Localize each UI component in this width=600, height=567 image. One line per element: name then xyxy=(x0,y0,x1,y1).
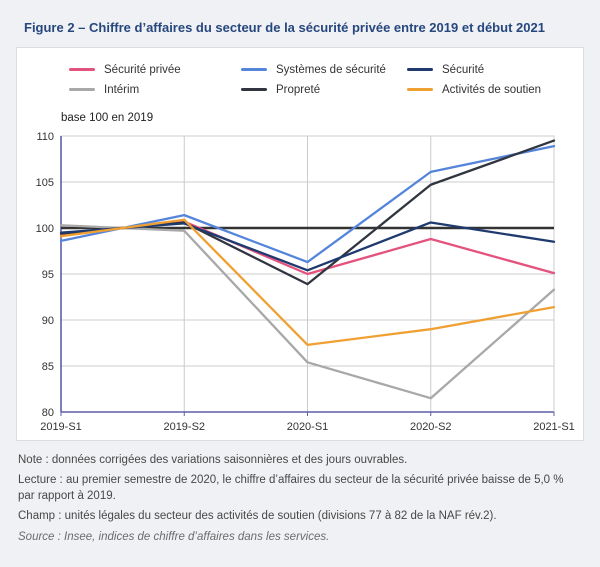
x-tick-label: 2019-S1 xyxy=(40,421,82,433)
unit-note: base 100 en 2019 xyxy=(61,111,154,124)
y-tick-label: 110 xyxy=(36,131,54,143)
legend-swatch-icon xyxy=(69,68,95,72)
series-line-interim xyxy=(59,223,556,400)
x-tick-label: 2019-S2 xyxy=(163,421,205,433)
chart-legend: Sécurité privée Intérim Systèmes de sécuri… xyxy=(29,64,571,96)
legend-label: Systèmes de sécurité xyxy=(276,63,386,76)
legend-item-securite-privee: Sécurité privée xyxy=(69,64,241,76)
y-tick-label: 85 xyxy=(42,361,54,373)
legend-swatch-icon xyxy=(407,88,433,92)
champ-line: Champ : unités légales du secteur des ac… xyxy=(18,510,497,523)
legend-swatch-icon xyxy=(241,88,267,92)
legend-item-activites-de-soutien: Activités de soutien xyxy=(407,84,571,96)
line-chart: 80 85 90 95 100 105 110 2019-S1 2019-S2 2020-S1 20… xyxy=(36,131,575,433)
y-tick-label: 100 xyxy=(36,223,54,235)
legend-item-systemes-de-securite: Systèmes de sécurité xyxy=(241,64,407,76)
y-tick-label: 90 xyxy=(42,315,54,327)
legend-swatch-icon xyxy=(407,68,433,72)
legend-swatch-icon xyxy=(241,68,267,72)
legend-label: Sécurité privée xyxy=(104,63,181,76)
legend-item-interim: Intérim xyxy=(69,84,241,96)
legend-swatch-icon xyxy=(69,88,95,92)
legend-label: Intérim xyxy=(104,83,140,96)
y-tick-label: 80 xyxy=(42,407,54,419)
series-line-securite xyxy=(59,221,556,272)
figure-title: Figure 2 – Chiffre d’affaires du secteur… xyxy=(24,20,545,35)
series-line-activites-de-soutien xyxy=(59,218,556,346)
legend-item-proprete: Propreté xyxy=(241,84,407,96)
series-line-systemes-de-securite xyxy=(59,144,556,264)
y-tick-label: 105 xyxy=(36,177,54,189)
legend-label: Propreté xyxy=(276,83,321,96)
chart-card: Sécurité privée Intérim Systèmes de sécuri… xyxy=(16,46,584,441)
note-line: Note : données corrigées des variations … xyxy=(18,453,408,466)
lecture-line: Lecture : au premier semestre de 2020, l… xyxy=(18,474,564,502)
figure-notes: Note : données corrigées des variations … xyxy=(18,453,582,546)
legend-label: Activités de soutien xyxy=(442,83,542,96)
x-tick-label: 2020-S2 xyxy=(410,421,452,433)
legend-item-securite: Sécurité xyxy=(407,64,571,76)
source-line: Source : Insee, indices de chiffre d’aff… xyxy=(18,530,330,543)
y-tick-label: 95 xyxy=(42,269,54,281)
x-tick-label: 2020-S1 xyxy=(287,421,329,433)
x-tick-label: 2021-S1 xyxy=(533,421,575,433)
legend-label: Sécurité xyxy=(442,63,485,76)
